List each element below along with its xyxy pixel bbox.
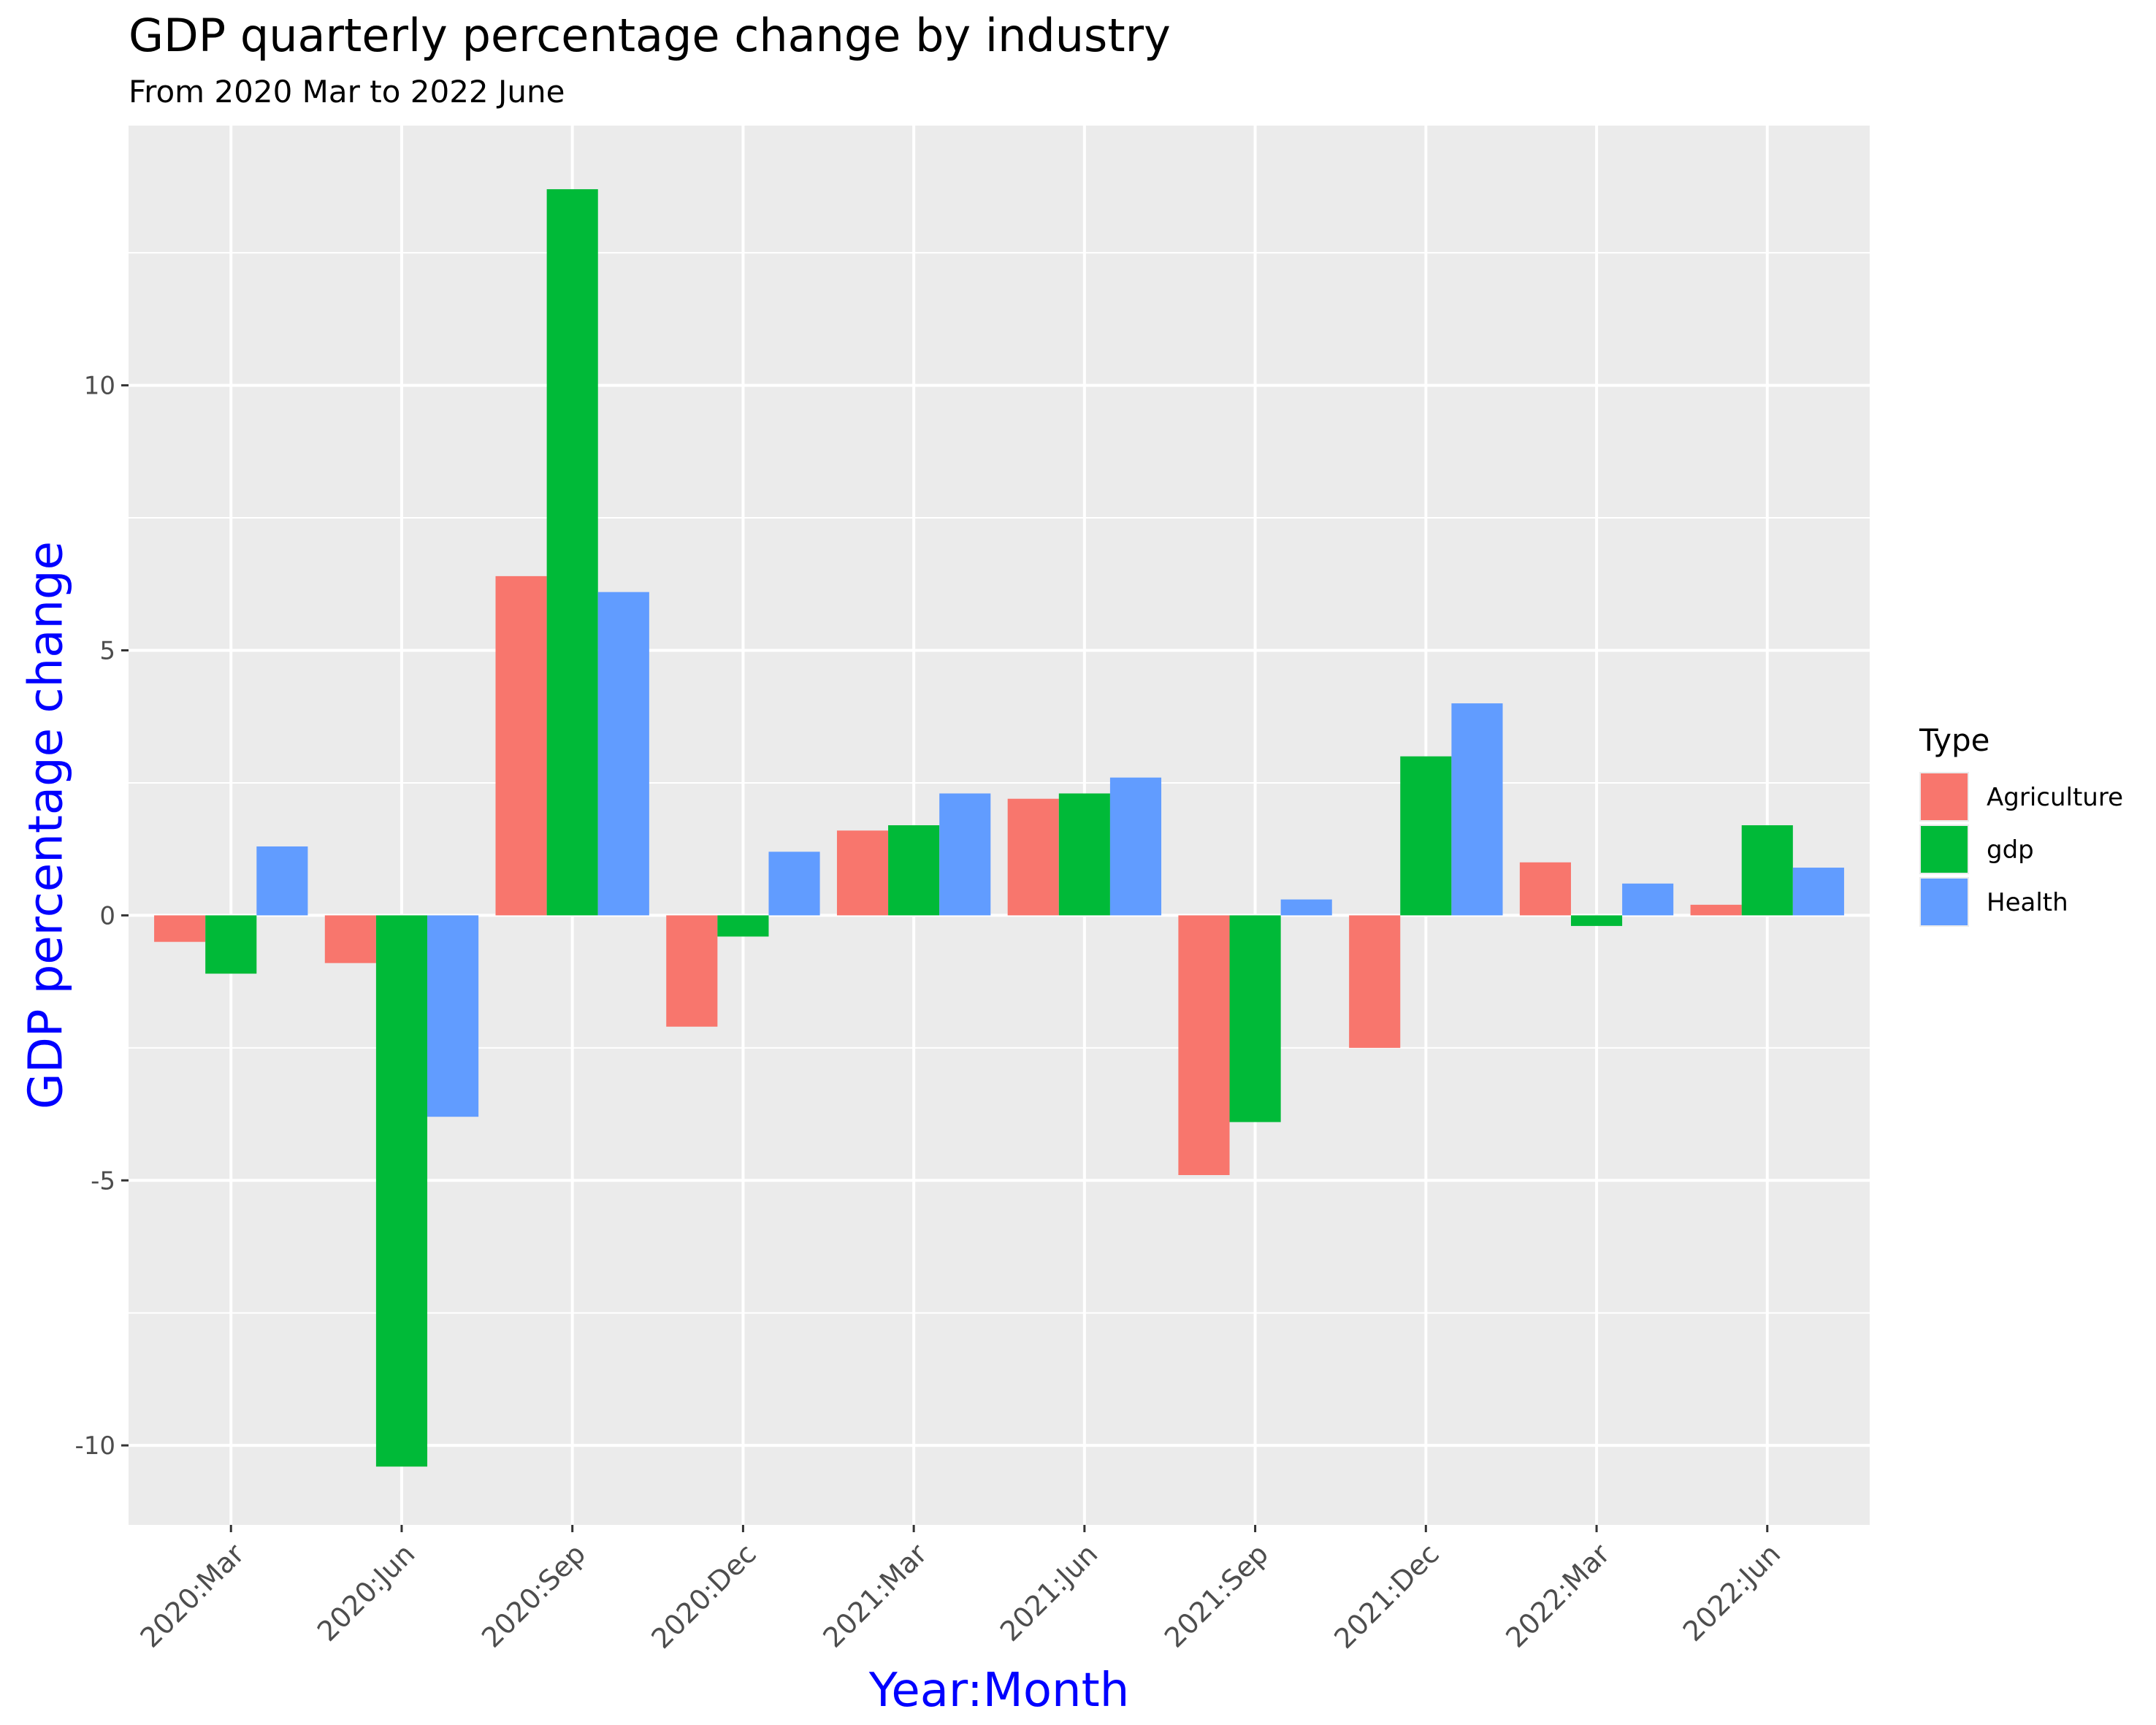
x-tick-label: 2020:Mar <box>134 1537 251 1654</box>
bar-gdp-2020-jun <box>375 915 428 1467</box>
x-axis-title: Year:Month <box>868 1664 1130 1718</box>
bar-health-2020-dec <box>768 852 820 916</box>
bar-gdp-2020-mar <box>205 915 257 974</box>
bar-health-2020-mar <box>256 846 308 916</box>
bar-agriculture-2021-dec <box>1349 915 1401 1048</box>
bar-gdp-2021-dec <box>1400 756 1452 916</box>
y-tick-label: -5 <box>91 1166 115 1196</box>
x-tick-label: 2021:Mar <box>817 1537 933 1654</box>
chart-title: GDP quarterly percentage change by indus… <box>129 9 1171 62</box>
bar-agriculture-2021-jun <box>1007 798 1059 916</box>
bar-gdp-2021-jun <box>1058 793 1110 916</box>
bars <box>154 189 1844 1467</box>
x-tick-label: 2020:Jun <box>311 1537 421 1648</box>
x-tick-label: 2021:Sep <box>1158 1537 1274 1653</box>
bar-health-2021-mar <box>939 793 991 916</box>
legend-swatch-health <box>1921 879 1968 925</box>
bar-health-2021-jun <box>1109 777 1162 916</box>
bar-health-2022-jun <box>1792 868 1844 916</box>
bar-gdp-2021-sep <box>1229 915 1281 1122</box>
legend-label-agriculture: Agriculture <box>1987 783 2123 812</box>
bar-agriculture-2020-mar <box>154 915 206 942</box>
y-tick-label: 0 <box>99 901 115 930</box>
bar-gdp-2021-mar <box>888 825 940 916</box>
x-axis-ticks: 2020:Mar 2020:Jun 2020:Sep 2020:Dec 2021:Mar… <box>134 1525 1786 1655</box>
bar-agriculture-2020-dec <box>666 915 718 1027</box>
x-tick-label: 2022:Mar <box>1499 1537 1616 1654</box>
y-tick-label: 10 <box>84 372 115 401</box>
legend-label-gdp: gdp <box>1987 835 2034 865</box>
bar-health-2021-dec <box>1451 703 1503 916</box>
bar-agriculture-2020-sep <box>495 575 547 916</box>
bar-agriculture-2020-jun <box>324 915 376 963</box>
bar-agriculture-2022-jun <box>1690 904 1742 916</box>
bar-health-2021-sep <box>1280 899 1332 916</box>
legend-title: Type <box>1919 722 1989 758</box>
y-axis-ticks: -10 -5 0 5 10 <box>74 372 129 1461</box>
bar-agriculture-2021-sep <box>1178 915 1230 1175</box>
x-tick-label: 2020:Sep <box>475 1537 592 1653</box>
bar-gdp-2022-mar <box>1570 915 1623 926</box>
x-tick-label: 2022:Jun <box>1677 1537 1787 1648</box>
y-tick-label: 5 <box>99 637 115 666</box>
bar-health-2020-jun <box>427 915 479 1117</box>
bar-health-2020-sep <box>597 592 649 916</box>
bar-gdp-2020-sep <box>546 189 598 916</box>
bar-agriculture-2021-mar <box>836 830 889 916</box>
bar-gdp-2020-dec <box>717 915 769 937</box>
legend-label-health: Health <box>1987 888 2068 917</box>
legend-swatch-agriculture <box>1921 773 1968 820</box>
x-tick-label: 2020:Dec <box>645 1537 762 1655</box>
chart-subtitle: From 2020 Mar to 2022 June <box>129 74 565 110</box>
bar-health-2022-mar <box>1622 883 1674 916</box>
legend: Type Agriculture gdp Health <box>1919 722 2123 927</box>
legend-swatch-gdp <box>1921 826 1968 873</box>
y-tick-label: -10 <box>74 1431 115 1461</box>
x-tick-label: 2021:Jun <box>994 1537 1104 1648</box>
y-axis-title: GDP percentage change <box>19 541 73 1109</box>
bar-gdp-2022-jun <box>1741 825 1793 916</box>
bar-agriculture-2022-mar <box>1519 862 1571 916</box>
x-tick-label: 2021:Dec <box>1328 1537 1445 1655</box>
